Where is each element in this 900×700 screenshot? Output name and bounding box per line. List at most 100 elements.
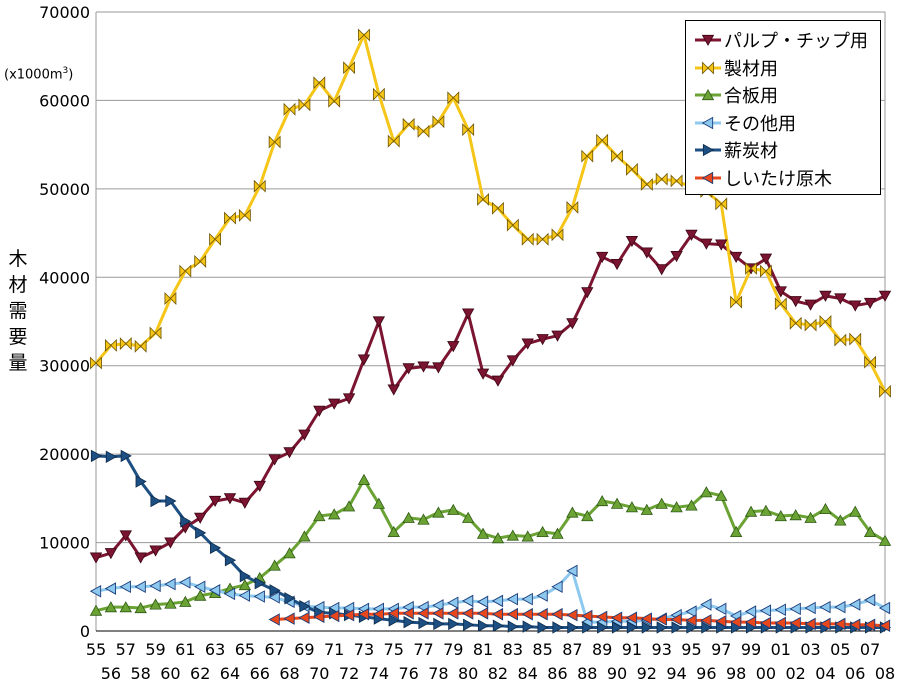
data-point-2 [387, 525, 400, 538]
data-point-2 [298, 530, 311, 542]
y-tick-label: 20000 [39, 445, 90, 464]
data-point-2 [357, 473, 371, 485]
data-point-1 [596, 133, 609, 147]
data-point-0 [461, 308, 475, 320]
data-point-2 [283, 547, 296, 559]
data-point-0 [387, 384, 400, 396]
data-point-2 [655, 497, 668, 509]
y-axis-label: 木材需要量 [8, 248, 28, 374]
data-point-4 [239, 569, 251, 583]
data-point-1 [119, 337, 132, 351]
data-point-3 [521, 592, 533, 606]
data-point-4 [254, 577, 266, 590]
data-point-0 [670, 250, 683, 263]
data-point-1 [536, 232, 549, 246]
legend-swatch [695, 34, 721, 47]
data-point-3 [268, 591, 280, 604]
legend-swatch [695, 116, 721, 129]
data-point-0 [417, 361, 430, 373]
x-tick-label: 58 [130, 664, 150, 683]
data-point-1 [372, 87, 385, 101]
x-tick-label: 66 [250, 664, 270, 683]
x-tick-label: 00 [756, 664, 776, 683]
data-point-5 [774, 616, 786, 630]
data-point-3 [804, 601, 816, 615]
x-tick-label: 65 [235, 640, 255, 659]
data-point-5 [581, 609, 593, 623]
data-point-4 [120, 449, 132, 463]
legend-item: しいたけ原木 [694, 165, 832, 191]
data-point-1 [879, 384, 891, 398]
data-point-2 [729, 525, 743, 538]
legend-marker [701, 34, 715, 47]
data-point-3 [551, 580, 563, 594]
data-point-2 [581, 509, 594, 522]
data-point-5 [834, 617, 846, 631]
data-point-2 [834, 514, 847, 526]
data-point-1 [804, 318, 817, 332]
data-point-1 [224, 211, 236, 225]
data-point-4 [448, 617, 460, 631]
data-point-4 [90, 449, 103, 463]
data-point-4 [105, 450, 117, 463]
x-tick-label: 72 [339, 664, 359, 683]
data-point-5 [313, 610, 325, 624]
data-point-1 [521, 232, 534, 246]
data-point-4 [224, 554, 237, 567]
data-point-0 [566, 318, 579, 330]
data-point-0 [357, 354, 371, 366]
data-point-0 [342, 393, 356, 405]
data-point-5 [447, 607, 459, 620]
legend-swatch [695, 61, 721, 74]
data-point-1 [849, 332, 862, 346]
data-point-5 [536, 607, 548, 621]
data-point-4 [492, 619, 504, 632]
data-point-0 [164, 537, 177, 549]
data-point-5 [625, 611, 638, 625]
x-tick-label: 04 [815, 664, 835, 683]
data-point-3 [715, 602, 727, 616]
data-point-2 [804, 511, 817, 523]
x-tick-label: 89 [592, 640, 612, 659]
data-point-2 [476, 527, 490, 539]
data-point-2 [402, 511, 415, 523]
data-point-1 [611, 149, 623, 163]
data-point-1 [164, 292, 177, 305]
data-point-1 [238, 208, 251, 222]
data-point-1 [90, 356, 102, 370]
x-tick-label: 93 [652, 640, 672, 659]
data-point-0 [774, 286, 787, 298]
data-point-5 [670, 613, 682, 626]
data-point-1 [209, 232, 221, 246]
data-point-5 [744, 615, 757, 629]
data-point-3 [700, 598, 712, 611]
data-point-2 [774, 509, 787, 522]
data-point-4 [195, 526, 207, 540]
data-point-5 [268, 613, 280, 626]
data-point-0 [447, 341, 460, 353]
data-point-2 [149, 598, 162, 610]
data-point-4 [150, 494, 162, 508]
x-tick-label: 57 [116, 640, 136, 659]
data-point-0 [834, 293, 847, 305]
data-point-1 [313, 76, 326, 90]
data-point-5 [521, 607, 533, 621]
x-tick-label: 55 [86, 640, 106, 659]
data-point-4 [626, 621, 638, 634]
data-point-1 [283, 102, 296, 116]
data-point-2 [268, 559, 281, 571]
data-point-4 [284, 592, 296, 605]
x-tick-label: 84 [518, 664, 538, 683]
data-point-1 [819, 315, 832, 328]
data-point-5 [759, 616, 772, 630]
data-point-2 [313, 509, 326, 522]
data-point-4 [299, 600, 311, 613]
data-point-3 [685, 605, 697, 618]
data-point-0 [268, 454, 281, 466]
data-point-4 [671, 621, 683, 634]
legend-item: 合板用 [694, 82, 778, 108]
data-point-4 [269, 584, 281, 597]
x-tick-label: 77 [413, 640, 433, 659]
data-point-5 [729, 615, 742, 629]
y-tick-label: 70000 [39, 3, 90, 22]
